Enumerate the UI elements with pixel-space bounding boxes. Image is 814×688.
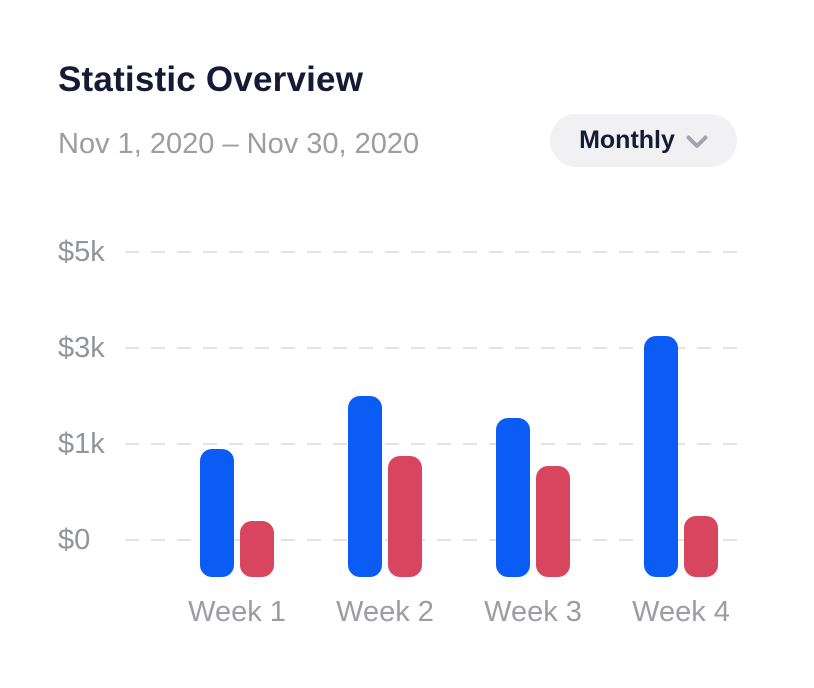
y-axis-label: $0	[58, 524, 91, 556]
y-axis-label: $1k	[58, 428, 105, 460]
bar	[388, 456, 422, 577]
bar	[536, 465, 570, 577]
grid-line	[125, 539, 748, 541]
y-axis-label: $3k	[58, 332, 105, 364]
chevron-down-icon	[686, 132, 708, 149]
x-axis-label: Week 1	[188, 596, 286, 628]
y-axis-label: $5k	[58, 236, 105, 268]
bar	[496, 417, 530, 577]
page-title: Statistic Overview	[58, 60, 364, 99]
bar	[200, 448, 234, 577]
x-axis-label: Week 4	[632, 596, 730, 628]
period-dropdown-button[interactable]: Monthly	[550, 114, 737, 167]
bar	[348, 396, 382, 577]
date-range-label: Nov 1, 2020 – Nov 30, 2020	[58, 128, 420, 160]
grid-line	[125, 347, 748, 349]
grid-line	[125, 251, 748, 253]
x-axis-label: Week 2	[336, 596, 434, 628]
x-axis-label: Week 3	[484, 596, 582, 628]
bar	[684, 516, 718, 577]
period-dropdown-label: Monthly	[579, 126, 675, 154]
grid-line	[125, 443, 748, 445]
bar	[644, 336, 678, 577]
bar	[240, 520, 274, 577]
